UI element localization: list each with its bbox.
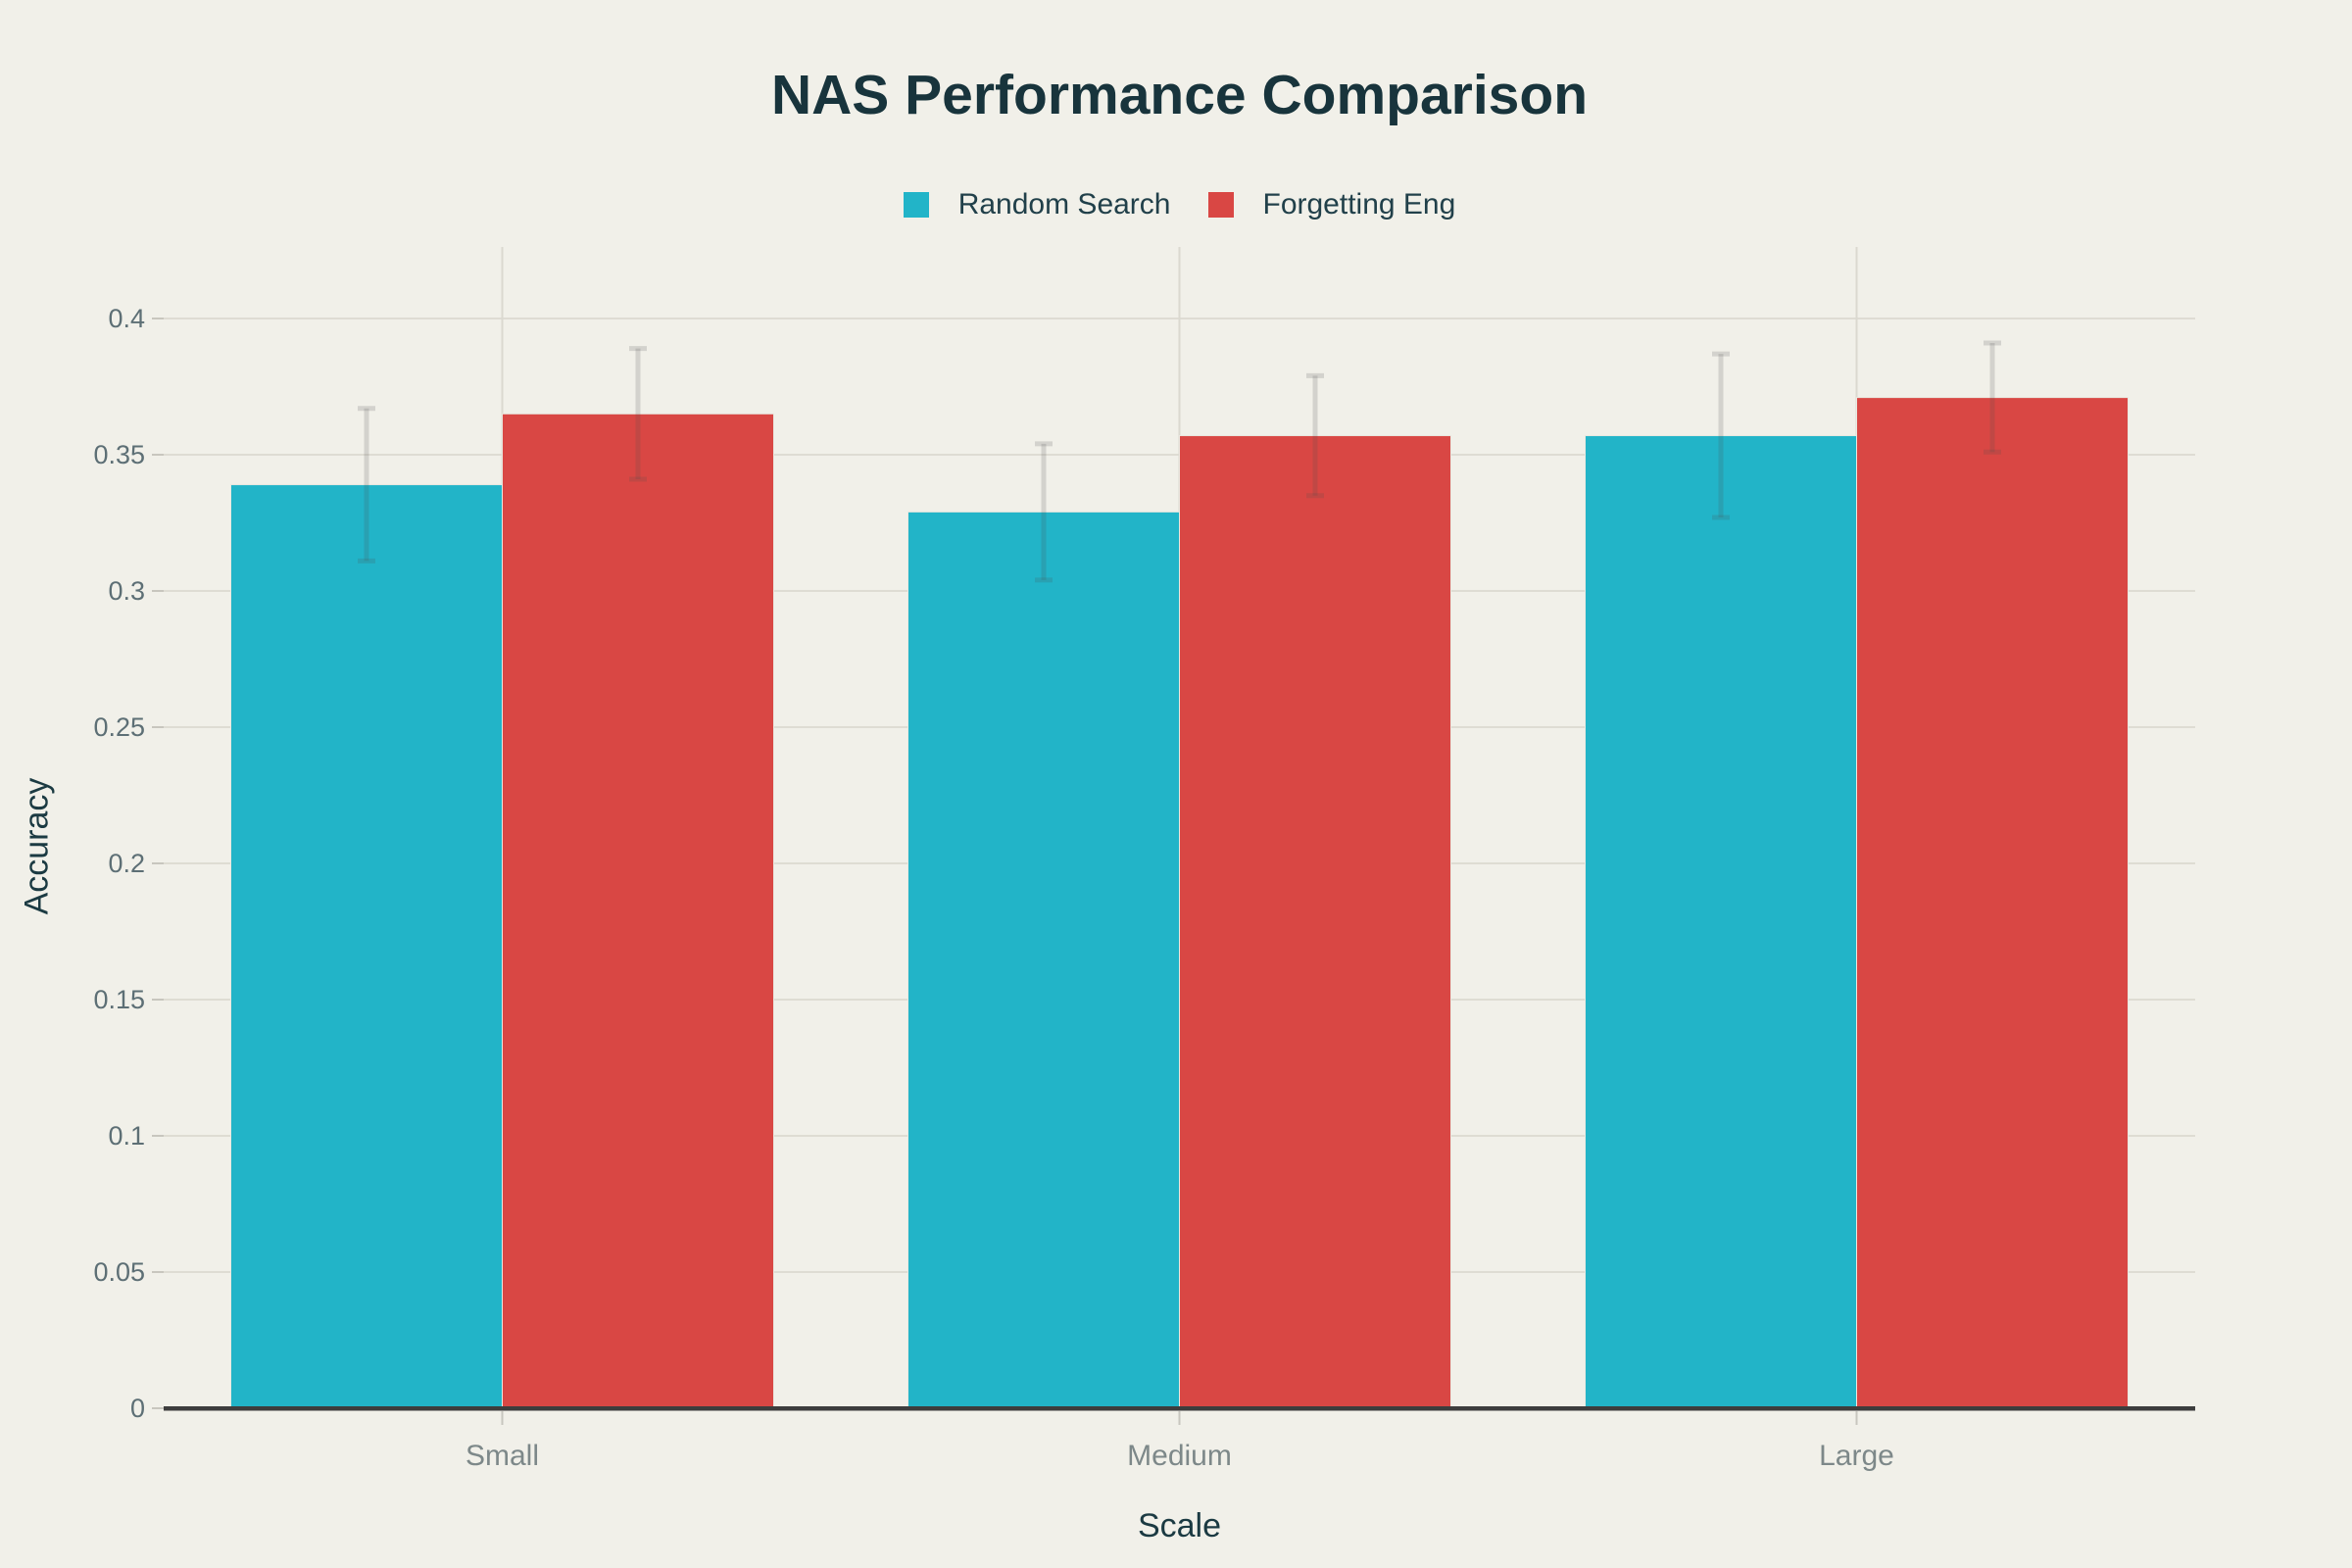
y-tick-label-0.3: 0.3 [108,576,145,606]
x-axis-line [164,1406,2195,1411]
legend-item-random-search[interactable]: Random Search [903,188,1171,221]
y-tick-label-0.1: 0.1 [108,1121,145,1151]
chart-title: NAS Performance Comparison [770,64,1589,126]
category-label-small: Small [466,1440,539,1472]
y-tick-label-0.4: 0.4 [108,304,145,333]
bar-random-search-large [1585,435,1857,1409]
y-axis-title: Accuracy [18,777,56,915]
legend-swatch-forgetting-eng-icon [1207,192,1234,218]
y-tick-label-0.2: 0.2 [108,849,145,878]
y-tick-label-0.25: 0.25 [93,712,145,742]
category-label-large: Large [1819,1440,1894,1472]
y-tick-label-0.15: 0.15 [93,985,145,1014]
category-label-medium: Medium [1127,1440,1232,1472]
bar-random-search-medium [907,511,1180,1409]
y-tick-label-0.05: 0.05 [93,1257,145,1287]
legend: Random Search Forgetting Eng [164,179,2195,230]
bar-forgetting-eng-large [1856,397,2129,1409]
legend-item-forgetting-eng[interactable]: Forgetting Eng [1207,188,1456,221]
bar-random-search-small [230,484,503,1409]
legend-swatch-random-search-icon [903,192,929,218]
x-axis-title: Scale [1137,1507,1222,1544]
y-tick-label-0.35: 0.35 [93,440,145,469]
legend-label-forgetting-eng: Forgetting Eng [1262,188,1456,220]
legend-label-random-search: Random Search [957,188,1171,220]
bar-forgetting-eng-small [502,413,774,1409]
y-tick-label-0: 0 [130,1394,145,1423]
bar-forgetting-eng-medium [1179,435,1451,1409]
